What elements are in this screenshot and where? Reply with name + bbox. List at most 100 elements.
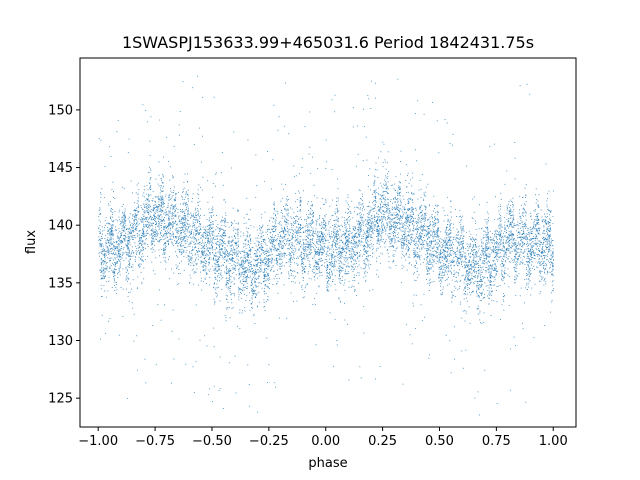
data-point bbox=[325, 246, 327, 248]
data-point bbox=[199, 201, 201, 202]
data-point bbox=[324, 227, 326, 229]
data-point bbox=[449, 252, 451, 254]
data-point bbox=[453, 326, 455, 328]
data-point bbox=[304, 126, 306, 128]
data-point bbox=[158, 223, 160, 225]
data-point bbox=[114, 257, 116, 259]
data-point bbox=[449, 227, 451, 229]
data-point bbox=[270, 231, 272, 233]
data-point bbox=[150, 206, 152, 208]
data-point bbox=[142, 208, 144, 210]
data-point bbox=[503, 250, 505, 251]
data-point bbox=[136, 227, 138, 229]
data-point bbox=[371, 227, 373, 229]
data-point bbox=[298, 257, 300, 259]
data-point bbox=[438, 262, 440, 264]
data-point bbox=[278, 244, 280, 246]
data-point bbox=[365, 279, 367, 281]
data-point bbox=[208, 254, 210, 256]
data-point bbox=[398, 187, 400, 189]
data-point bbox=[134, 215, 136, 217]
data-point bbox=[368, 221, 370, 223]
data-point bbox=[154, 235, 156, 237]
data-point bbox=[471, 266, 473, 268]
data-point bbox=[213, 283, 215, 285]
data-point bbox=[285, 230, 287, 232]
data-point bbox=[321, 275, 323, 277]
data-point bbox=[425, 229, 427, 231]
data-point bbox=[322, 241, 324, 243]
data-point bbox=[345, 273, 347, 275]
data-point bbox=[175, 215, 177, 217]
data-point bbox=[267, 299, 269, 301]
data-point bbox=[481, 245, 483, 247]
data-point bbox=[504, 246, 505, 248]
data-point bbox=[254, 274, 256, 276]
data-point bbox=[314, 249, 316, 251]
data-point bbox=[393, 224, 395, 226]
data-point bbox=[230, 298, 232, 300]
data-point bbox=[312, 234, 314, 236]
data-point bbox=[427, 239, 429, 241]
data-point bbox=[199, 241, 201, 243]
data-point bbox=[259, 266, 260, 268]
data-point bbox=[353, 252, 355, 254]
data-point bbox=[110, 230, 112, 232]
data-point bbox=[219, 280, 221, 282]
data-point bbox=[517, 275, 519, 277]
data-point bbox=[547, 247, 549, 249]
data-point bbox=[503, 253, 505, 255]
data-point bbox=[480, 294, 482, 296]
data-point bbox=[352, 263, 354, 265]
data-point bbox=[376, 220, 378, 222]
data-point bbox=[154, 273, 156, 275]
data-point bbox=[272, 241, 274, 243]
data-point bbox=[304, 231, 306, 233]
data-point bbox=[506, 219, 508, 221]
data-point bbox=[367, 230, 369, 232]
data-point bbox=[202, 252, 204, 254]
data-point bbox=[486, 239, 488, 241]
data-point bbox=[433, 210, 434, 212]
data-point bbox=[273, 239, 275, 241]
data-point bbox=[265, 251, 267, 253]
data-point bbox=[258, 235, 259, 237]
data-point bbox=[467, 274, 468, 276]
data-point bbox=[512, 259, 514, 261]
data-point bbox=[171, 330, 173, 332]
data-point bbox=[261, 213, 263, 215]
data-point bbox=[537, 232, 539, 234]
data-point bbox=[147, 212, 149, 214]
data-point bbox=[508, 276, 510, 278]
data-point bbox=[408, 223, 410, 225]
data-point bbox=[467, 266, 469, 268]
data-point bbox=[546, 246, 548, 248]
data-point bbox=[175, 229, 177, 231]
data-point bbox=[458, 257, 460, 259]
data-point bbox=[378, 187, 380, 189]
data-point bbox=[367, 224, 369, 226]
data-point bbox=[128, 249, 130, 251]
data-point bbox=[538, 206, 540, 208]
data-point bbox=[421, 215, 423, 217]
data-point bbox=[287, 229, 289, 231]
data-point bbox=[113, 280, 115, 282]
data-point bbox=[296, 244, 298, 246]
data-point bbox=[104, 276, 106, 277]
data-point bbox=[262, 226, 264, 228]
data-point bbox=[99, 255, 100, 257]
data-point bbox=[540, 263, 541, 265]
data-point bbox=[476, 250, 478, 252]
data-point bbox=[386, 188, 388, 190]
data-point bbox=[423, 221, 425, 222]
data-point bbox=[145, 204, 147, 205]
data-point bbox=[531, 258, 532, 260]
data-point bbox=[284, 221, 286, 222]
data-point bbox=[413, 228, 415, 230]
data-point bbox=[138, 251, 140, 253]
data-point bbox=[507, 258, 509, 259]
data-point bbox=[514, 255, 516, 257]
data-point bbox=[427, 233, 429, 234]
data-point bbox=[99, 225, 101, 227]
data-point bbox=[144, 259, 146, 260]
